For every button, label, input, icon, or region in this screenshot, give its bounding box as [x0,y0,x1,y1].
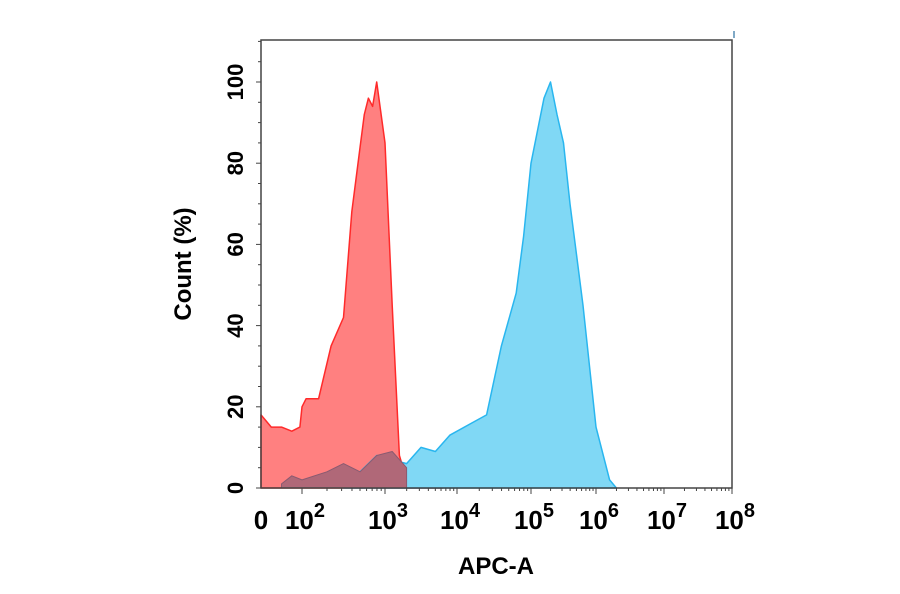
overlap-area [281,451,408,489]
negative-control-area [260,81,444,489]
y-tick-label: 0 [223,482,248,494]
x-tick-label: 104 [440,500,481,535]
y-tick-label: 80 [223,151,248,175]
x-tick-label: 102 [285,500,325,535]
x-tick-label: 107 [647,500,687,535]
y-tick-label: 100 [223,64,248,101]
y-axis-title: Count (%) [170,207,197,320]
x-tick-label: 105 [514,500,554,535]
y-axis: 0 20 40 60 80 100 [223,40,261,494]
x-tick-label: 0 [254,505,268,535]
histogram-series [260,81,618,489]
plot-frame [260,39,733,489]
y-tick-label: 60 [223,232,248,256]
x-tick-label: 108 [715,500,755,535]
x-axis: 0 102 103 104 105 106 107 108 [254,488,755,535]
x-axis-title: APC-A [458,553,534,580]
x-tick-label: 103 [368,500,408,535]
x-tick-label: 106 [579,500,619,535]
y-tick-label: 40 [223,313,248,337]
y-tick-label: 20 [223,395,248,419]
stained-sample-area [342,81,618,489]
